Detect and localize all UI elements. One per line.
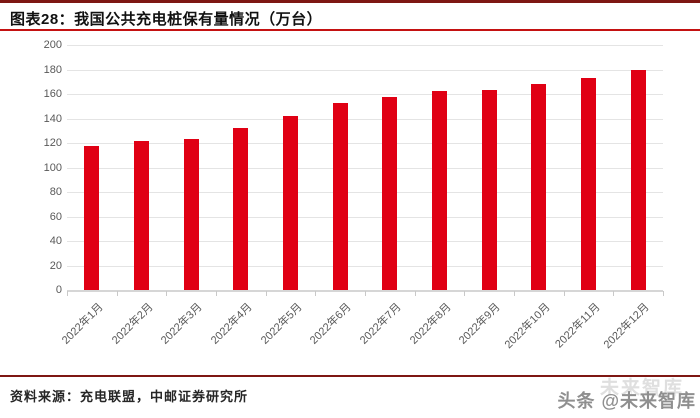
watermark-ghost-text: 未来智库 bbox=[599, 378, 684, 399]
grid-line bbox=[67, 143, 663, 144]
y-axis-tick-label: 40 bbox=[49, 235, 62, 247]
y-axis-tick-label: 60 bbox=[49, 210, 62, 223]
grid-line bbox=[67, 167, 663, 169]
grid-line bbox=[67, 69, 663, 71]
axis-tick-mark bbox=[166, 291, 168, 296]
figure-title-bar: 图表28：我国公共充电桩保有量情况（万台） bbox=[0, 0, 700, 31]
x-axis-tick-label: 2022年2月 bbox=[109, 301, 156, 347]
grid-line bbox=[67, 241, 663, 242]
bar bbox=[283, 116, 298, 290]
x-axis-tick-label: 2022年6月 bbox=[308, 301, 354, 347]
y-axis-tick-label: 200 bbox=[43, 39, 62, 51]
y-axis-tick-label: 100 bbox=[43, 161, 62, 174]
grid-line bbox=[67, 192, 663, 193]
x-axis-tick-label: 2022年4月 bbox=[208, 301, 255, 347]
grid-line bbox=[67, 94, 663, 95]
bar bbox=[84, 145, 100, 290]
grid-line bbox=[67, 216, 663, 218]
bar bbox=[134, 141, 149, 290]
bar bbox=[183, 139, 199, 290]
x-axis-tick-label: 2022年10月 bbox=[502, 301, 553, 352]
axis-tick-mark bbox=[67, 291, 68, 296]
y-axis-tick-label: 0 bbox=[55, 284, 62, 296]
bar-chart: 0 20 40 60 80 100 120 140 160 180 200 2022年1月 2022年2… bbox=[0, 31, 700, 375]
x-axis-tick-label: 2022年1月 bbox=[59, 301, 106, 347]
y-axis-tick-label: 180 bbox=[43, 63, 62, 76]
grid-line bbox=[67, 118, 663, 120]
axis-tick-mark bbox=[414, 291, 416, 296]
x-axis-tick-label: 2022年3月 bbox=[159, 301, 205, 347]
bar bbox=[630, 69, 646, 290]
x-axis-tick-label: 2022年8月 bbox=[407, 301, 454, 347]
bar bbox=[432, 91, 447, 290]
source-text: 资料来源：充电联盟，中邮证券研究所 bbox=[10, 389, 249, 404]
axis-tick-mark bbox=[613, 291, 615, 296]
axis-tick-mark bbox=[265, 291, 267, 296]
axis-tick-mark bbox=[116, 291, 118, 296]
bar bbox=[581, 78, 596, 290]
y-axis-tick-label: 140 bbox=[43, 112, 62, 125]
y-axis-tick-label: 120 bbox=[43, 137, 62, 149]
x-axis-tick-label: 2022年11月 bbox=[552, 301, 603, 351]
bar bbox=[332, 102, 348, 290]
axis-tick-mark bbox=[563, 291, 565, 296]
axis-tick-mark bbox=[464, 291, 466, 296]
axis-tick-mark bbox=[514, 291, 515, 296]
axis-tick-mark bbox=[216, 291, 217, 296]
figure-footer: 资料来源：充电联盟，中邮证券研究所 未来智库 头条 @未来智库 bbox=[0, 375, 700, 418]
grid-line bbox=[67, 45, 663, 46]
bar bbox=[233, 128, 249, 290]
y-axis-tick-label: 80 bbox=[49, 186, 62, 198]
bar bbox=[382, 97, 398, 290]
axis-tick-mark bbox=[663, 291, 664, 296]
x-axis-tick-label: 2022年12月 bbox=[601, 301, 652, 352]
bar bbox=[531, 84, 547, 290]
axis-tick-mark bbox=[315, 291, 317, 296]
x-axis-tick-label: 2022年5月 bbox=[258, 301, 305, 347]
y-axis-tick-label: 20 bbox=[49, 259, 62, 272]
watermark-text: 头条 @未来智库 bbox=[557, 391, 696, 411]
figure-title: 图表28：我国公共充电桩保有量情况（万台） bbox=[10, 11, 323, 28]
axis-tick-mark bbox=[365, 291, 366, 296]
x-axis-tick-label: 2022年9月 bbox=[457, 301, 503, 347]
grid-line bbox=[67, 265, 663, 267]
bar bbox=[481, 89, 497, 290]
x-axis-tick-label: 2022年7月 bbox=[357, 301, 404, 347]
y-axis-tick-label: 160 bbox=[43, 88, 62, 100]
